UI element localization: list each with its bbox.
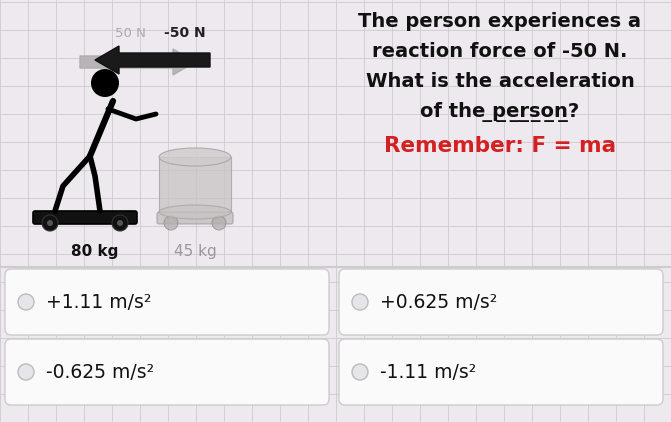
Circle shape xyxy=(42,215,58,231)
Circle shape xyxy=(91,69,119,97)
Ellipse shape xyxy=(159,205,231,219)
Text: 50 N: 50 N xyxy=(115,27,146,40)
Text: 45 kg: 45 kg xyxy=(174,244,216,259)
Text: The person experiences a: The person experiences a xyxy=(358,12,641,31)
Text: person: person xyxy=(0,421,1,422)
FancyBboxPatch shape xyxy=(339,269,663,335)
Circle shape xyxy=(47,220,53,226)
Circle shape xyxy=(117,220,123,226)
Text: -0.625 m/s²: -0.625 m/s² xyxy=(46,362,154,381)
FancyArrow shape xyxy=(95,46,210,74)
FancyBboxPatch shape xyxy=(5,339,329,405)
Text: 80 kg: 80 kg xyxy=(71,244,119,259)
Circle shape xyxy=(352,364,368,380)
Circle shape xyxy=(18,364,34,380)
Ellipse shape xyxy=(159,148,231,166)
Circle shape xyxy=(18,294,34,310)
Circle shape xyxy=(212,216,226,230)
Text: Remember: F = ma: Remember: F = ma xyxy=(384,136,616,156)
FancyArrow shape xyxy=(80,49,195,75)
FancyBboxPatch shape xyxy=(33,211,137,224)
Text: +1.11 m/s²: +1.11 m/s² xyxy=(46,292,152,311)
Circle shape xyxy=(112,215,128,231)
Text: reaction force of -50 N.: reaction force of -50 N. xyxy=(372,42,627,61)
Text: of the ̲p̲e̲r̲s̲o̲n̲?: of the ̲p̲e̲r̲s̲o̲n̲? xyxy=(420,102,580,122)
FancyBboxPatch shape xyxy=(5,269,329,335)
Circle shape xyxy=(352,294,368,310)
Text: What is the acceleration: What is the acceleration xyxy=(366,72,634,91)
FancyBboxPatch shape xyxy=(339,339,663,405)
Text: +0.625 m/s²: +0.625 m/s² xyxy=(380,292,497,311)
Circle shape xyxy=(164,216,178,230)
Text: -50 N: -50 N xyxy=(164,26,206,40)
FancyBboxPatch shape xyxy=(159,157,231,212)
Text: -1.11 m/s²: -1.11 m/s² xyxy=(380,362,476,381)
Text: of the: of the xyxy=(0,421,1,422)
FancyBboxPatch shape xyxy=(157,212,233,224)
